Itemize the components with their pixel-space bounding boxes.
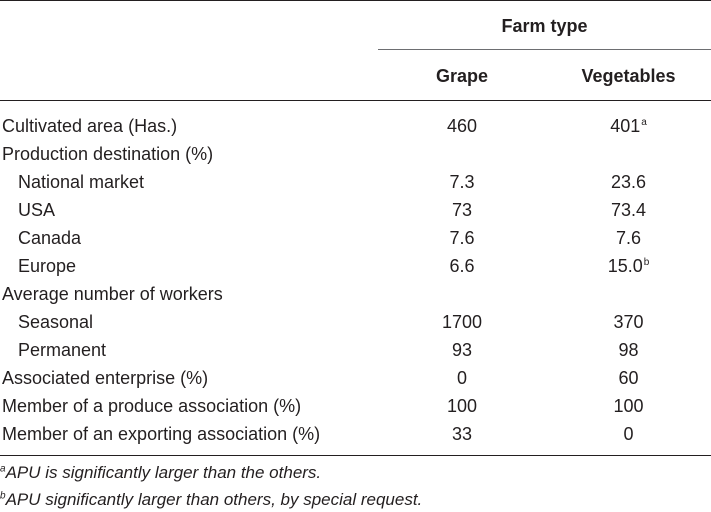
footnote-a: aAPU is significantly larger than the ot… bbox=[0, 462, 321, 484]
vegetables-value: 60 bbox=[618, 368, 639, 388]
vegetables-value: 7.6 bbox=[615, 228, 642, 248]
row-label: Europe bbox=[18, 256, 77, 276]
table-row: Europe 6.6 15.0b bbox=[0, 252, 711, 280]
table-row: Associated enterprise (%) 0 60 bbox=[0, 364, 711, 392]
grape-value: 100 bbox=[446, 396, 478, 416]
row-label: Average number of workers bbox=[2, 284, 223, 304]
row-label: Seasonal bbox=[18, 312, 94, 332]
grape-value: 6.6 bbox=[449, 256, 475, 276]
table-row: USA 73 73.4 bbox=[0, 196, 711, 224]
vegetables-value: 100 bbox=[613, 396, 644, 416]
row-label: Member of a produce association (%) bbox=[2, 396, 302, 416]
grape-value: 33 bbox=[451, 424, 473, 444]
header-group-rule bbox=[378, 49, 711, 50]
vegetables-value: 370 bbox=[613, 312, 644, 332]
vegetables-cell: 401a bbox=[546, 112, 711, 140]
grape-value: 7.6 bbox=[449, 228, 475, 248]
header-bottom-rule bbox=[0, 100, 711, 101]
table-row: Cultivated area (Has.) 460 401a bbox=[0, 112, 711, 140]
header-vegetables: Vegetables bbox=[581, 66, 676, 86]
table-row: Permanent 93 98 bbox=[0, 336, 711, 364]
footnote-mark: b bbox=[0, 490, 6, 502]
grape-value: 73 bbox=[451, 200, 473, 220]
row-label: Permanent bbox=[18, 340, 107, 360]
footnote-mark: b bbox=[643, 257, 650, 268]
table-row: Production destination (%) bbox=[0, 140, 711, 168]
vegetables-value: 0 bbox=[623, 424, 634, 444]
row-label: Production destination (%) bbox=[2, 144, 214, 164]
table-row: National market 7.3 23.6 bbox=[0, 168, 711, 196]
table-row: Average number of workers bbox=[0, 280, 711, 308]
row-label: Cultivated area (Has.) bbox=[2, 116, 178, 136]
table-bottom-rule bbox=[0, 455, 711, 456]
row-label: Associated enterprise (%) bbox=[2, 368, 209, 388]
header-farm-type: Farm type bbox=[501, 16, 588, 36]
row-label: USA bbox=[18, 200, 56, 220]
footnote-b: bAPU significantly larger than others, b… bbox=[0, 489, 422, 511]
grape-value: 1700 bbox=[441, 312, 483, 332]
vegetables-value: 73.4 bbox=[610, 200, 647, 220]
table-row: Member of a produce association (%) 100 … bbox=[0, 392, 711, 420]
table-row: Member of an exporting association (%) 3… bbox=[0, 420, 711, 448]
row-label: Member of an exporting association (%) bbox=[2, 424, 321, 444]
vegetables-value: 401 bbox=[610, 116, 641, 136]
footnote-mark: a bbox=[0, 463, 6, 475]
footnote-text: APU is significantly larger than the oth… bbox=[5, 463, 322, 482]
grape-value: 460 bbox=[446, 116, 478, 136]
vegetables-value: 98 bbox=[618, 340, 639, 360]
table-row: Canada 7.6 7.6 bbox=[0, 224, 711, 252]
vegetables-value: 23.6 bbox=[610, 172, 647, 192]
grape-value: 93 bbox=[451, 340, 473, 360]
table-row: Seasonal 1700 370 bbox=[0, 308, 711, 336]
footnote-text: APU significantly larger than others, by… bbox=[5, 490, 423, 509]
vegetables-cell: 15.0b bbox=[546, 252, 711, 280]
row-label: Canada bbox=[18, 228, 82, 248]
grape-value: 0 bbox=[456, 368, 467, 388]
row-label: National market bbox=[18, 172, 145, 192]
table-top-rule bbox=[0, 0, 711, 1]
grape-value: 7.3 bbox=[449, 172, 475, 192]
footnote-mark: a bbox=[641, 117, 647, 128]
vegetables-value: 15.0 bbox=[607, 256, 643, 276]
header-grape: Grape bbox=[435, 66, 489, 86]
